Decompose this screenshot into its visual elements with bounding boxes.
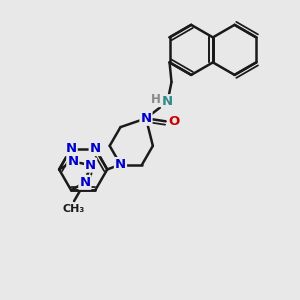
Text: N: N	[66, 142, 77, 155]
Text: N: N	[85, 159, 96, 172]
Text: N: N	[162, 95, 173, 108]
Text: O: O	[169, 115, 180, 128]
Text: N: N	[140, 112, 152, 125]
Text: N: N	[90, 142, 101, 155]
Text: H: H	[151, 93, 161, 106]
Text: N: N	[115, 158, 126, 171]
Text: CH₃: CH₃	[63, 204, 85, 214]
Text: N: N	[79, 176, 90, 189]
Text: N: N	[67, 155, 78, 168]
